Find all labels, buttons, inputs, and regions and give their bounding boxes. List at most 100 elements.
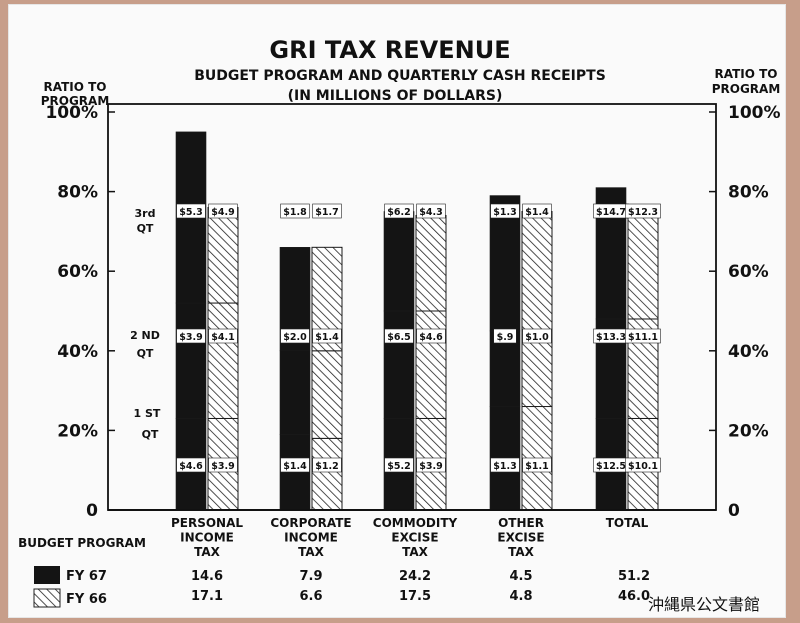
bar-fy66-cat0-q2 [207,302,239,419]
budget-value-fy66-cat1: 6.6 [299,589,322,604]
data-label-fy66-cat3-q1: $1.1 [525,461,548,472]
left-tick-label-80: 80% [57,183,98,203]
bar-fy66-cat1-q2 [311,350,343,439]
left-axis-label-line2: PROGRAM [41,94,110,108]
data-label-box-fy66-cat4-q2 [625,328,661,344]
category-label-0-line0: PERSONAL [171,516,243,530]
data-label-box-fy66-cat4-q1 [625,457,661,473]
data-label-box-fy66-cat1-q3 [312,203,342,219]
data-label-fy67-cat0-q2: $3.9 [179,332,202,343]
data-label-fy66-cat2-q3: $4.3 [419,207,442,218]
data-label-fy67-cat1-q3: $1.8 [283,207,307,218]
data-label-fy67-cat4-q2: $13.3 [596,332,626,343]
category-label-0-line2: TAX [194,545,221,559]
right-tick-label-20: 20% [728,421,769,441]
data-label-box-fy66-cat0-q2 [208,328,238,344]
data-label-fy66-cat2-q1: $3.9 [419,461,442,472]
category-label-3-line0: OTHER [498,516,544,530]
data-label-fy66-cat0-q3: $4.9 [211,207,234,218]
bar-fy66-cat2-q2 [415,310,447,419]
data-label-box-fy66-cat4-q3 [625,203,661,219]
data-label-box-fy66-cat0-q1 [208,457,238,473]
category-label-2-line0: COMMODITY [373,516,458,530]
bar-fy66-cat4-q3 [627,211,659,320]
data-label-fy66-cat3-q3: $1.4 [525,207,549,218]
quarter-label-2nd-line1: 2 ND [130,329,160,342]
bar-fy66-cat2-q3 [415,214,447,312]
data-label-box-fy66-cat2-q3 [416,203,446,219]
legend-swatch-fy66 [33,588,61,608]
legend-label-fy66: FY 66 [66,592,107,607]
category-label-4-line0: TOTAL [606,516,649,530]
right-tick-label-40: 40% [728,342,769,362]
legend-swatch-fy67 [34,566,60,584]
left-tick-label-40: 40% [57,342,98,362]
data-label-fy67-cat4-q3: $14.7 [596,207,626,218]
budget-value-fy67-cat4: 51.2 [618,569,650,584]
data-label-fy66-cat1-q2: $1.4 [315,332,339,343]
data-label-fy66-cat0-q2: $4.1 [211,332,234,343]
data-label-box-fy66-cat3-q2 [522,328,552,344]
chart-subtitle-1: BUDGET PROGRAM AND QUARTERLY CASH RECEIP… [194,68,606,84]
data-label-fy67-cat1-q2: $2.0 [283,332,307,343]
right-axis-label-line2: PROGRAM [712,82,781,96]
right-axis-label-line1: RATIO TO [714,67,777,81]
data-label-box-fy66-cat0-q3 [208,203,238,219]
data-label-box-fy67-cat2-q2 [384,328,414,344]
left-tick-label-100: 100% [45,103,98,123]
left-tick-label-20: 20% [57,421,98,441]
data-label-box-fy66-cat1-q1 [312,457,342,473]
category-label-3-line1: EXCISE [497,531,544,545]
data-label-fy67-cat4-q1: $12.5 [596,461,626,472]
bar-fy67-cat2-q2 [383,310,415,419]
category-label-3-line2: TAX [508,545,535,559]
quarter-label-3rd-line2: QT [137,222,154,235]
quarter-label-1st-line1: 1 ST [134,407,161,420]
data-label-fy67-cat3-q2: $.9 [497,332,514,343]
budget-value-fy66-cat3: 4.8 [509,589,532,604]
data-label-box-fy67-cat0-q3 [176,203,206,219]
chart-subtitle-2: (IN MILLIONS OF DOLLARS) [288,88,503,104]
data-label-fy67-cat2-q3: $6.2 [387,207,410,218]
budget-value-fy67-cat2: 24.2 [399,569,431,584]
data-label-box-fy66-cat2-q1 [416,457,446,473]
budget-value-fy66-cat2: 17.5 [399,589,431,604]
data-label-fy67-cat0-q1: $4.6 [179,461,203,472]
bar-fy67-cat2-q3 [383,211,415,312]
data-label-fy66-cat4-q3: $12.3 [628,207,658,218]
data-label-box-fy66-cat2-q2 [416,328,446,344]
data-label-fy66-cat3-q2: $1.0 [525,332,549,343]
data-label-fy67-cat1-q1: $1.4 [283,461,307,472]
bar-fy66-cat3-q3 [521,211,553,332]
right-tick-label-80: 80% [728,183,769,203]
right-tick-label-100: 100% [728,103,781,123]
data-label-fy67-cat3-q1: $1.3 [493,461,516,472]
data-label-box-fy67-cat0-q1 [176,457,206,473]
category-label-2-line1: EXCISE [391,531,438,545]
right-tick-label-0: 0 [728,501,740,521]
bar-fy66-cat0-q3 [207,207,239,304]
category-label-0-line1: INCOME [180,531,234,545]
bar-fy67-cat1-q2 [279,350,311,435]
data-label-box-fy67-cat3-q2 [493,328,517,344]
left-tick-label-0: 0 [86,501,98,521]
data-label-fy67-cat0-q3: $5.3 [179,207,202,218]
budget-program-table: 14.6 17.1 7.9 6.6 24.2 17.5 4.5 4.8 51.2 46.0 [191,569,650,604]
data-label-fy66-cat1-q1: $1.2 [315,461,338,472]
budget-value-fy67-cat1: 7.9 [299,569,322,584]
data-label-box-fy66-cat1-q2 [312,328,342,344]
data-label-box-fy67-cat3-q1 [490,457,520,473]
category-label-1-line1: INCOME [284,531,338,545]
plot-area: 0 0 20% 20% 40% 40% 60% 60% 80% 80% 100% 100% $4.6 $3… [45,103,780,559]
data-label-box-fy67-cat2-q1 [384,457,414,473]
data-label-fy66-cat4-q2: $11.1 [628,332,658,343]
left-axis-label-line1: RATIO TO [43,80,106,94]
data-label-box-fy67-cat0-q2 [176,328,206,344]
budget-value-fy66-cat4: 46.0 [618,589,650,604]
quarter-label-1st-line2: QT [142,428,159,441]
archive-watermark: 沖縄県公文書館 [648,595,760,614]
data-label-box-fy67-cat3-q3 [490,203,520,219]
category-label-2-line2: TAX [402,545,429,559]
